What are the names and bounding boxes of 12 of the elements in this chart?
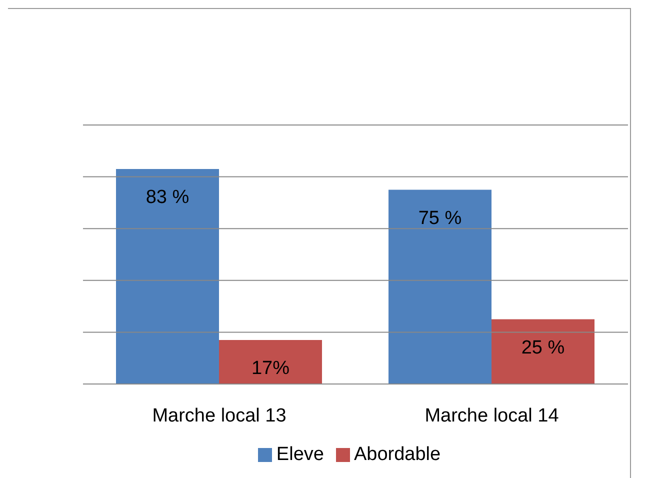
bar bbox=[388, 190, 492, 384]
bar bbox=[492, 319, 594, 384]
bar bbox=[116, 169, 219, 384]
legend-label: Eleve bbox=[275, 444, 324, 466]
data-label: 75 % bbox=[418, 208, 462, 229]
x-tick-label: Marche local 14 bbox=[424, 405, 560, 426]
data-label: 17% bbox=[251, 358, 290, 379]
data-label: 83 % bbox=[146, 187, 190, 208]
bar bbox=[219, 340, 322, 384]
legend-label: Abordable bbox=[352, 444, 441, 466]
x-tick-label: Marche local 13 bbox=[152, 405, 286, 426]
data-label: 25 % bbox=[521, 337, 565, 358]
